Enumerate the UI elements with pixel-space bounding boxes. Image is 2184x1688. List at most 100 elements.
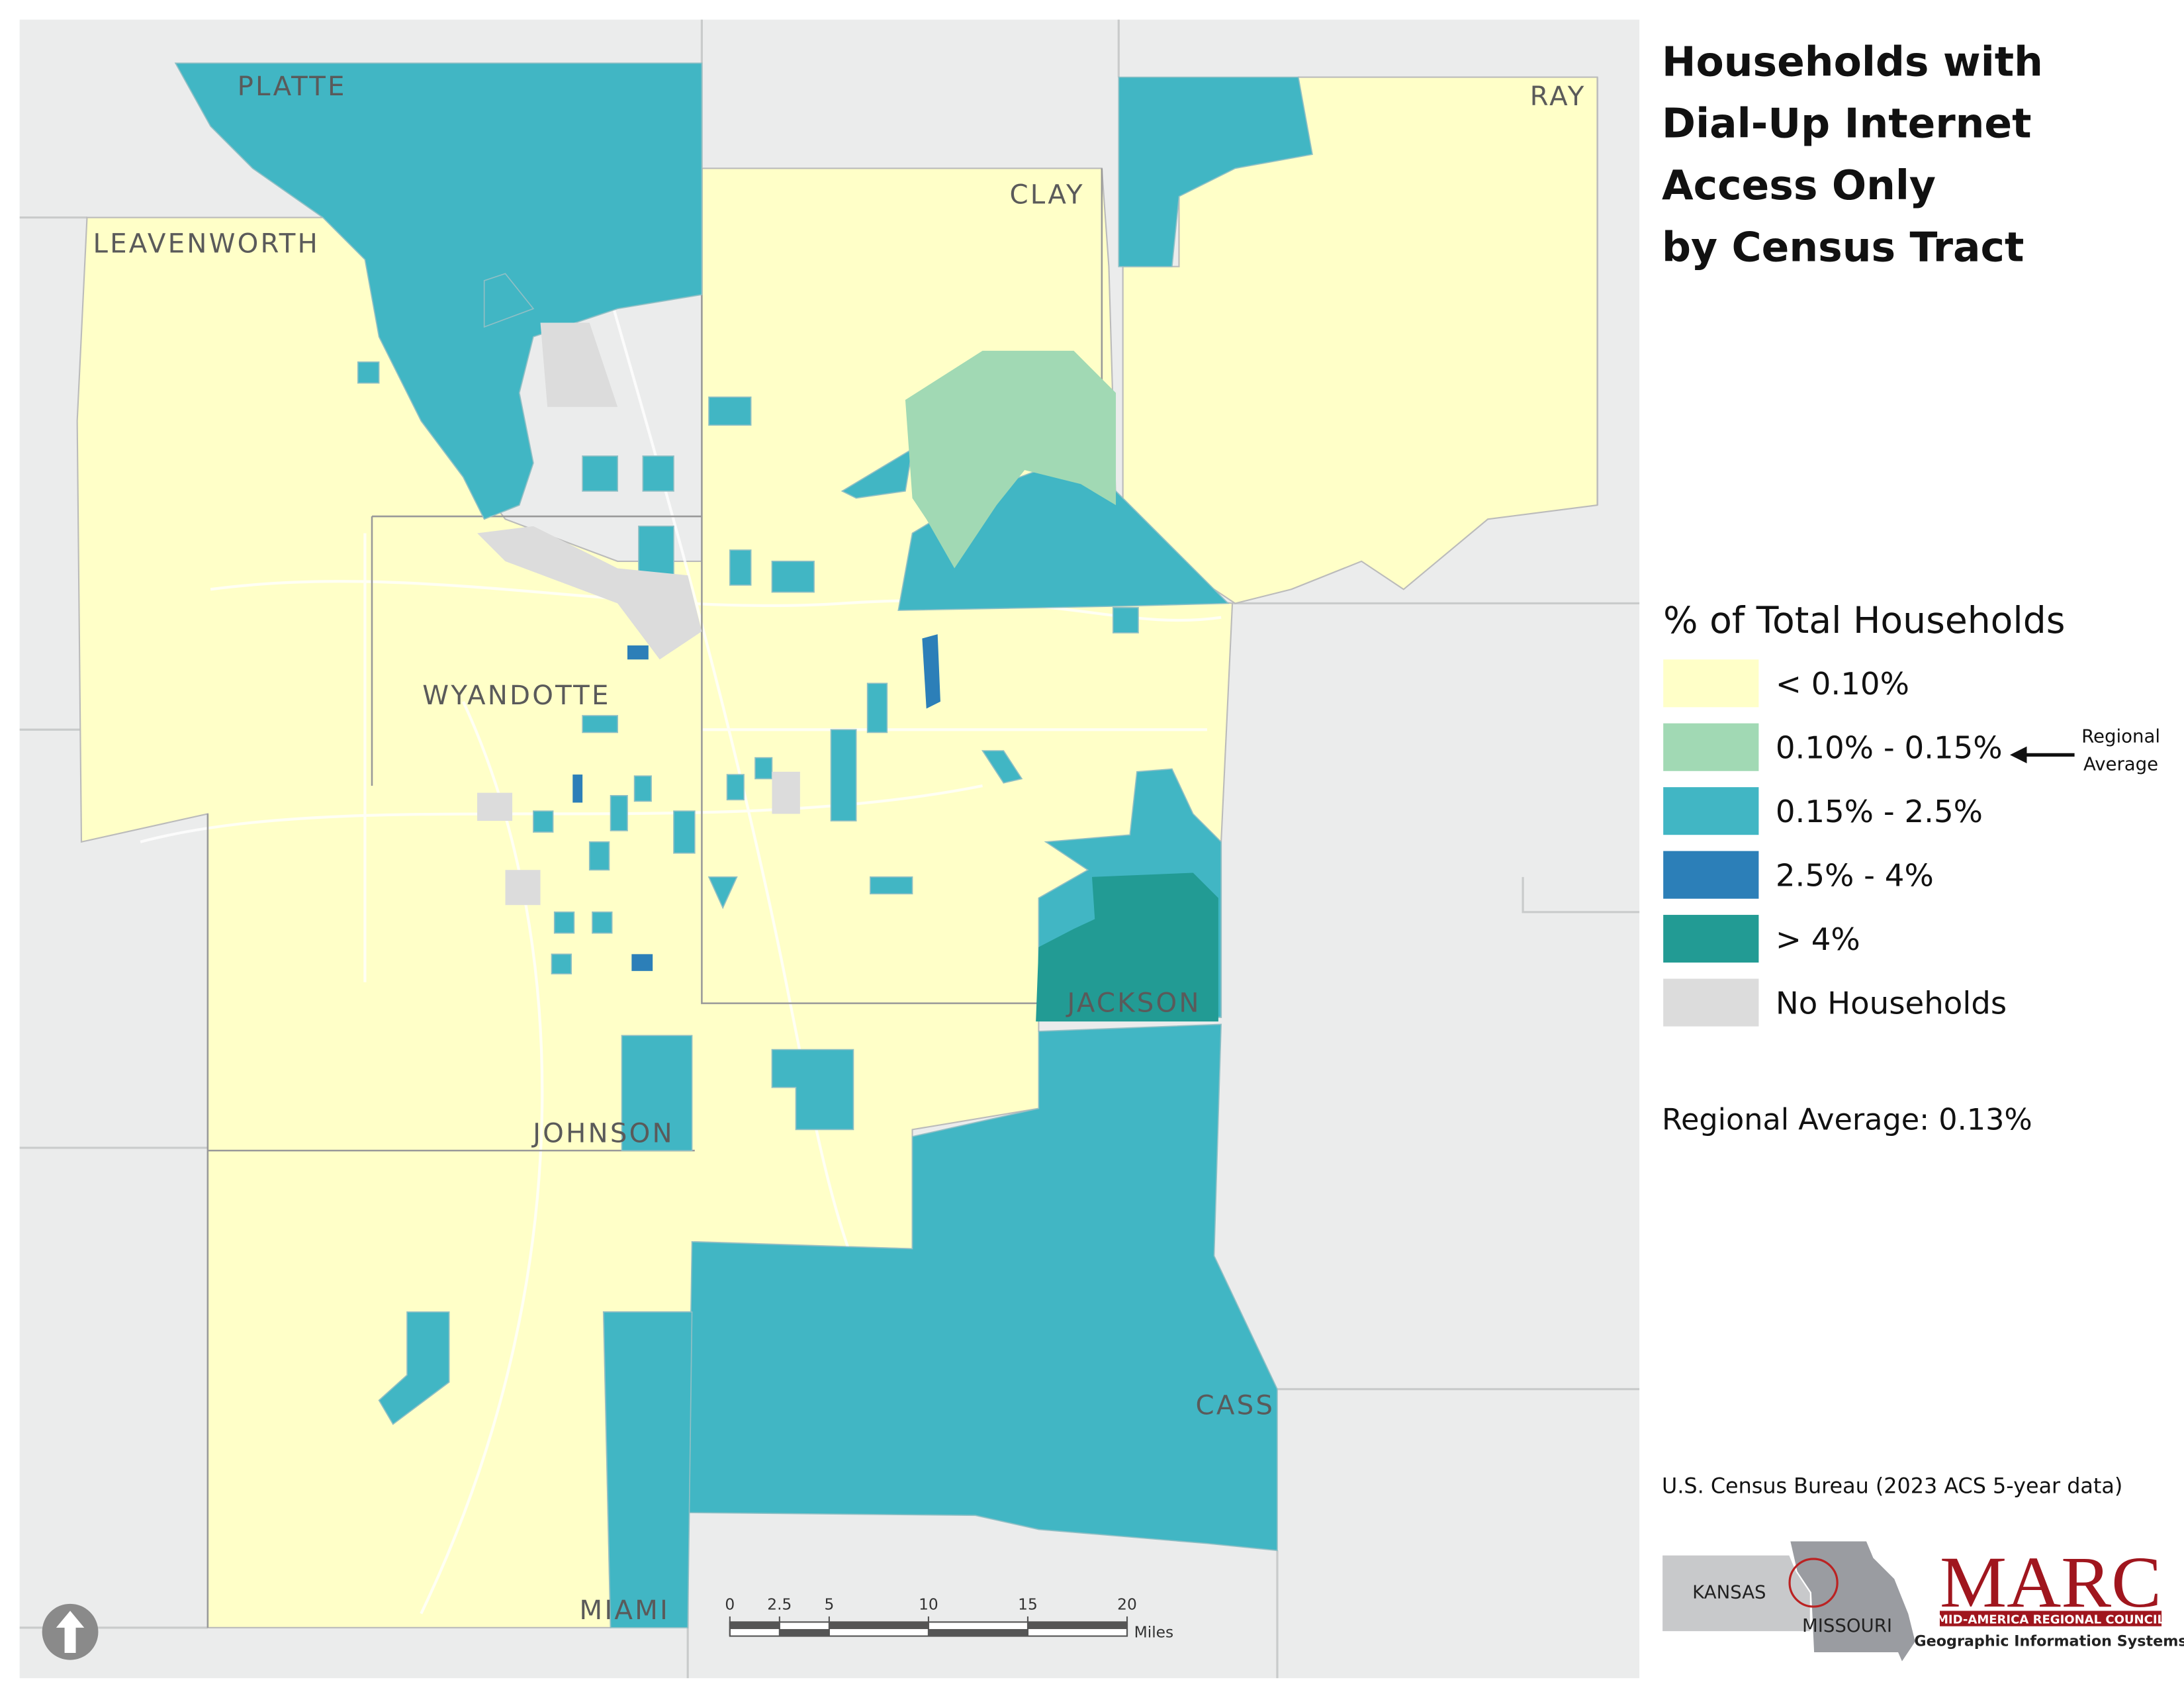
- dark-teal-tracts: [1036, 872, 1218, 1022]
- small-tract: [707, 876, 738, 910]
- blue-tracts: [572, 634, 940, 971]
- clay-ne-tract: [1118, 76, 1313, 267]
- annotation-arrowhead: [2010, 746, 2027, 764]
- annotation-text: Regional: [2081, 726, 2160, 747]
- scale-bar-segment: [829, 1622, 929, 1629]
- locator-map: KANSAS MISSOURI: [1661, 1540, 1917, 1665]
- small-tract: [533, 810, 554, 833]
- county-label: MIAMI: [579, 1595, 670, 1626]
- legend-label: 2.5% - 4%: [1776, 858, 1934, 894]
- small-tract: [1112, 606, 1139, 633]
- scale-bar-segment: [928, 1628, 1028, 1636]
- missouri-shape: [1788, 1540, 1917, 1665]
- north-arrow: [42, 1603, 99, 1660]
- grey-tract: [477, 526, 702, 660]
- legend-swatch: [1663, 851, 1759, 899]
- small-tract: [638, 526, 674, 576]
- green-tract: [905, 350, 1116, 569]
- johnson-tract: [621, 1035, 693, 1152]
- cass-tract: [687, 1023, 1278, 1552]
- legend-label: No Households: [1776, 985, 2007, 1021]
- legend-swatch: [1663, 659, 1759, 708]
- legend-label: < 0.10%: [1776, 666, 1909, 702]
- logo-subtitle: Geographic Information Systems: [1914, 1632, 2184, 1650]
- title-line: Households with: [1662, 38, 2043, 85]
- small-tract: [754, 757, 773, 780]
- legend-label: 0.15% - 2.5%: [1776, 794, 1983, 829]
- scale-tick-label: 20: [1117, 1595, 1137, 1613]
- scale-bar-segment: [1027, 1622, 1128, 1629]
- small-tract: [582, 715, 619, 733]
- small-tract: [830, 729, 857, 821]
- small-tract: [357, 361, 380, 384]
- grey-tract: [772, 771, 800, 814]
- blue-tract: [572, 774, 583, 803]
- county-label: JOHNSON: [531, 1118, 674, 1149]
- legend-swatch: [1663, 787, 1759, 835]
- title-line: Access Only: [1662, 162, 1936, 209]
- small-tract: [483, 273, 535, 328]
- legend-swatch: [1663, 978, 1759, 1027]
- regional-average: Regional Average: 0.13%: [1662, 1103, 2032, 1137]
- small-tract: [708, 397, 752, 426]
- miami-tract: [603, 1311, 693, 1628]
- small-tract: [553, 911, 575, 934]
- green-tracts: [905, 350, 1116, 569]
- county-label: WYANDOTTE: [422, 680, 610, 711]
- region-circle: [1788, 1558, 1839, 1608]
- legend: < 0.10% 0.10% - 0.15% 0.15% - 2.5% 2.5% - 4…: [1663, 659, 2007, 1027]
- north-arrow-glyph: [56, 1611, 85, 1654]
- small-tract: [866, 682, 888, 733]
- scale-tick-label: 5: [824, 1595, 834, 1613]
- small-tract: [870, 876, 913, 895]
- scale-tick-label: 2.5: [767, 1595, 792, 1613]
- grey-tract: [477, 792, 513, 821]
- grey-tract: [540, 322, 618, 407]
- small-tract: [771, 1049, 854, 1131]
- county-label: PLATTE: [238, 71, 347, 102]
- blue-tract: [922, 634, 940, 709]
- scale-tick-label: 0: [725, 1595, 735, 1613]
- title-line: Dial-Up Internet: [1662, 101, 2031, 148]
- legend-label: 0.10% - 0.15%: [1776, 730, 2003, 766]
- county-label: CLAY: [1010, 179, 1085, 210]
- small-tract: [726, 774, 745, 801]
- blue-tract: [627, 645, 649, 660]
- small-tract: [378, 1311, 450, 1425]
- county-label: LEAVENWORTH: [93, 229, 320, 259]
- logo-full-name: MID-AMERICA REGIONAL COUNCIL: [1936, 1613, 2165, 1626]
- legend-swatch: [1663, 915, 1759, 963]
- small-tract: [610, 795, 628, 831]
- title: Households with Dial-Up Internet Access …: [1662, 38, 2043, 271]
- county-labels: PLATTE LEAVENWORTH CLAY RAY WYANDOTTE JO…: [93, 71, 1584, 1626]
- small-tract: [673, 810, 696, 854]
- legend-title: % of Total Households: [1663, 599, 2065, 641]
- platte-tract: [174, 62, 703, 520]
- small-tract: [642, 455, 674, 492]
- small-tract: [551, 953, 572, 974]
- logo-band: [1939, 1611, 2162, 1626]
- county-label: CASS: [1196, 1391, 1275, 1421]
- small-tract: [592, 911, 613, 934]
- county-lines: [206, 168, 1103, 1628]
- logo-name: MARC: [1940, 1542, 2161, 1622]
- small-tract: [582, 455, 619, 492]
- scale-bar-segment: [779, 1628, 829, 1636]
- dark-teal-tract: [1036, 872, 1218, 1022]
- small-tract: [981, 750, 1023, 784]
- county-label: JACKSON: [1066, 988, 1201, 1018]
- state-label: MISSOURI: [1802, 1615, 1892, 1636]
- scale-bar: 0 2.5 5 10 15 20 Miles: [725, 1595, 1173, 1641]
- annotation-text: Average: [2083, 754, 2158, 775]
- map-frame: PLATTE LEAVENWORTH CLAY RAY WYANDOTTE JO…: [19, 19, 1640, 1679]
- title-line: by Census Tract: [1662, 224, 2024, 271]
- low-tracts-ray: [1122, 76, 1598, 604]
- legend-label: > 4%: [1776, 921, 1860, 957]
- regional-average-annotation: Regional Average: [2010, 726, 2160, 775]
- legend-swatch: [1663, 723, 1759, 771]
- source: U.S. Census Bureau (2023 ACS 5-year data…: [1662, 1474, 2122, 1498]
- grey-tract: [505, 870, 541, 906]
- no-household-tracts: [477, 322, 800, 906]
- scale-bar-segment: [729, 1622, 780, 1629]
- state-label: KANSAS: [1692, 1581, 1766, 1603]
